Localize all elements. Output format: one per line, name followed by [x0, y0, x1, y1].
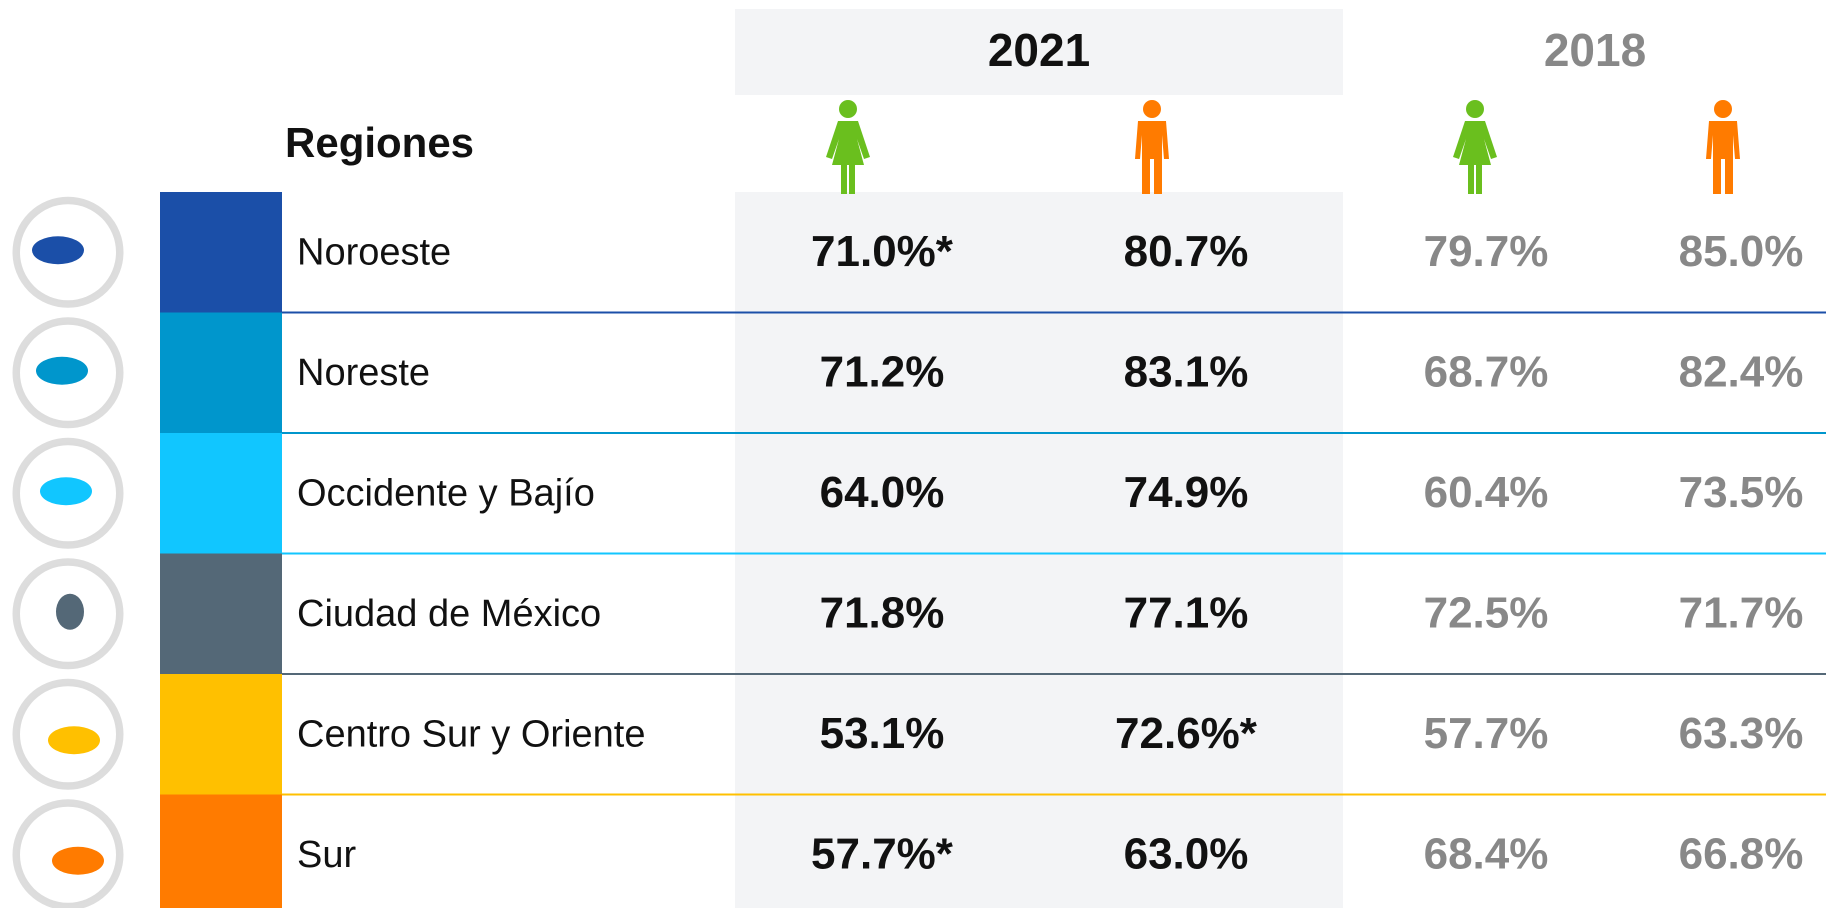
- map-region: [40, 477, 92, 506]
- cell-value: 71.8%: [820, 588, 945, 637]
- cell-value: 79.7%: [1424, 227, 1549, 276]
- cell-value: 66.8%: [1679, 829, 1804, 878]
- cell-value: 74.9%: [1124, 468, 1249, 517]
- cell-value: 63.3%: [1679, 709, 1804, 758]
- year-previous: 2018: [1544, 24, 1646, 76]
- map-region: [32, 236, 84, 265]
- map-region: [48, 726, 100, 755]
- header-band: [735, 9, 1343, 95]
- region-color: [160, 312, 282, 433]
- region-color: [160, 433, 282, 554]
- cell-value: 68.7%: [1424, 347, 1549, 396]
- region-name: Sur: [297, 834, 356, 876]
- cell-value: 64.0%: [820, 468, 945, 517]
- cell-value: 68.4%: [1424, 829, 1549, 878]
- cell-value: 72.5%: [1424, 588, 1549, 637]
- region-name: Noroeste: [297, 231, 451, 273]
- cell-value: 71.7%: [1679, 588, 1804, 637]
- cell-value: 57.7%*: [811, 829, 954, 878]
- cell-value: 71.2%: [820, 347, 945, 396]
- map-region: [52, 846, 104, 875]
- cell-value: 73.5%: [1679, 468, 1804, 517]
- cell-value: 60.4%: [1424, 468, 1549, 517]
- region-color: [160, 553, 282, 674]
- cell-value: 57.7%: [1424, 709, 1549, 758]
- cell-value: 82.4%: [1679, 347, 1804, 396]
- cell-value: 85.0%: [1679, 227, 1804, 276]
- region-color: [160, 674, 282, 795]
- map-region: [36, 356, 88, 385]
- woman-icon: [826, 100, 870, 194]
- man-icon: [1135, 100, 1169, 194]
- cell-value: 63.0%: [1124, 829, 1249, 878]
- cell-value: 53.1%: [820, 709, 945, 758]
- region-name: Noreste: [297, 352, 430, 394]
- cell-value: 71.0%*: [811, 227, 954, 276]
- cell-value: 72.6%*: [1115, 709, 1258, 758]
- map-region: [56, 593, 84, 630]
- column-band: [735, 192, 1343, 908]
- region-color: [160, 794, 282, 908]
- year-current: 2021: [988, 24, 1090, 76]
- region-name: Centro Sur y Oriente: [297, 713, 645, 755]
- cell-value: 80.7%: [1124, 227, 1249, 276]
- region-color: [160, 192, 282, 313]
- region-name: Occidente y Bajío: [297, 472, 595, 514]
- cell-value: 83.1%: [1124, 347, 1249, 396]
- region-name: Ciudad de México: [297, 593, 601, 635]
- woman-icon: [1453, 100, 1497, 194]
- man-icon: [1706, 100, 1740, 194]
- regions-header: Regiones: [285, 119, 474, 166]
- cell-value: 77.1%: [1124, 588, 1249, 637]
